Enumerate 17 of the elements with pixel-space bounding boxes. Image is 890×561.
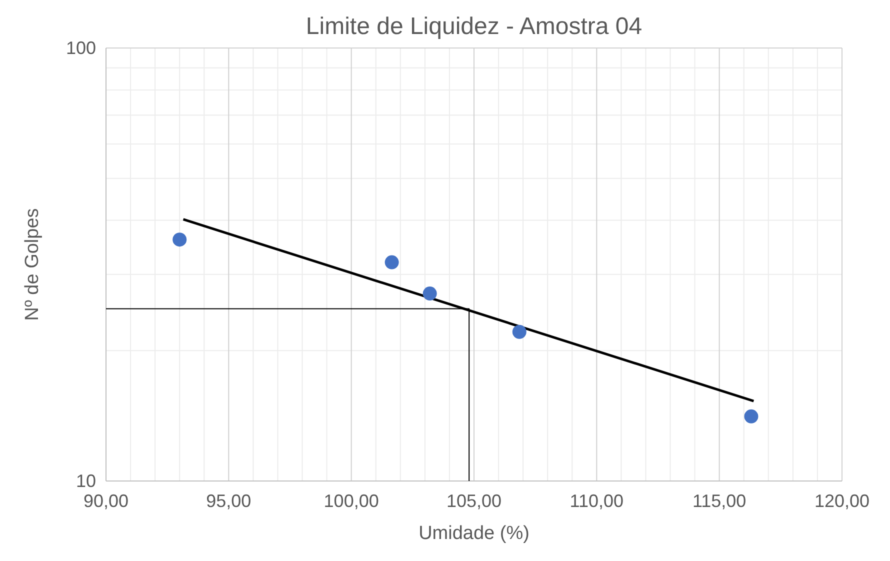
- y-axis-title: Nº de Golpes: [22, 208, 43, 321]
- x-tick-label: 100,00: [324, 491, 379, 511]
- y-tick-label: 100: [66, 38, 96, 58]
- x-tick-label: 90,00: [83, 491, 129, 511]
- chart-title: Limite de Liquidez - Amostra 04: [306, 13, 642, 40]
- x-tick-label: 115,00: [692, 491, 746, 511]
- point: [384, 255, 399, 270]
- x-axis-title: Umidade (%): [418, 523, 530, 544]
- y-tick-label: 10: [76, 471, 96, 491]
- point: [744, 409, 758, 424]
- point: [422, 286, 437, 301]
- x-tick-label: 110,00: [570, 491, 624, 511]
- x-tick-label: 105,00: [446, 491, 502, 511]
- point: [512, 324, 526, 339]
- point: [172, 232, 187, 247]
- x-tick-label: 120,00: [814, 491, 870, 511]
- x-tick-label: 95,00: [206, 491, 252, 511]
